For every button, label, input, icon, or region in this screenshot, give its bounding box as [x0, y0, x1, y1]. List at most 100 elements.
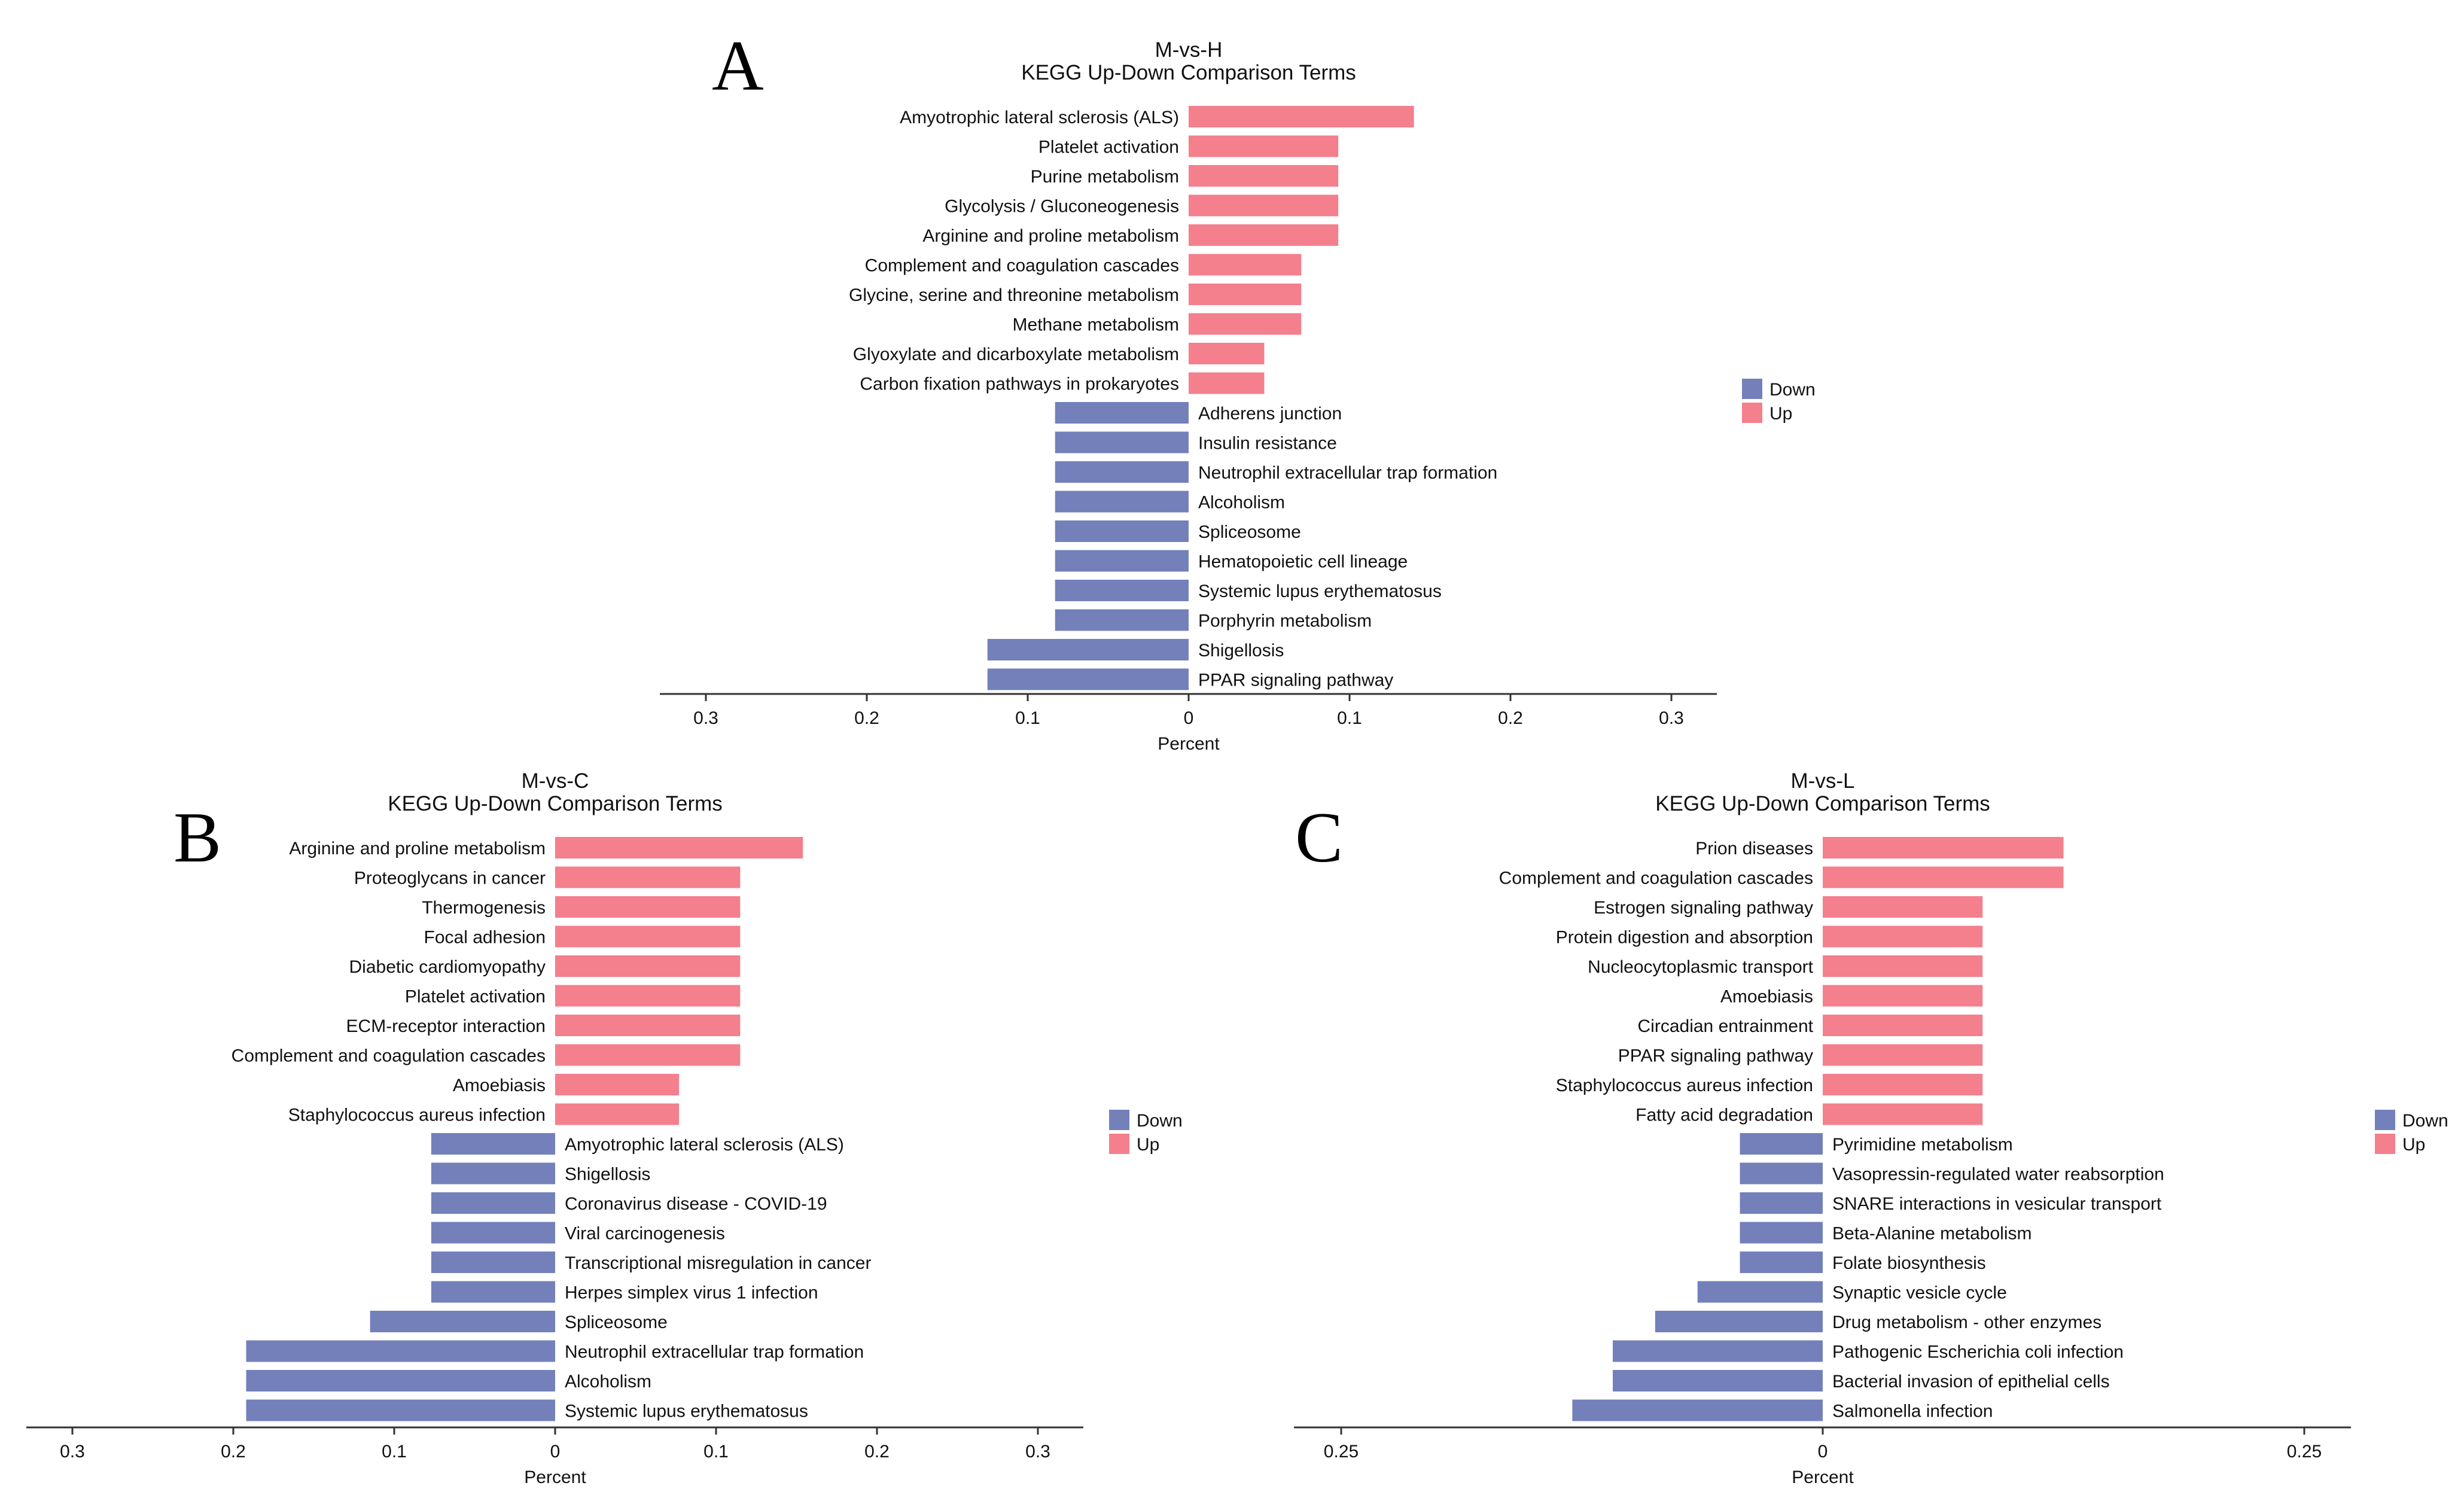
chart-subtitle: KEGG Up-Down Comparison Terms: [1655, 792, 1990, 815]
up-bar: [555, 1015, 741, 1036]
panel-letter: A: [712, 26, 764, 105]
category-label: Glycine, serine and threonine metabolism: [849, 285, 1179, 305]
category-label: Platelet activation: [405, 987, 546, 1007]
category-label: Porphyrin metabolism: [1198, 611, 1372, 631]
up-bar: [1189, 165, 1339, 187]
up-bar: [1823, 1015, 1983, 1036]
down-bar: [1613, 1340, 1823, 1362]
legend-label-down: Down: [2402, 1111, 2448, 1131]
category-label: Focal adhesion: [424, 928, 546, 948]
category-label: Synaptic vesicle cycle: [1832, 1283, 2007, 1303]
category-label: Insulin resistance: [1198, 434, 1337, 453]
x-tick-label: 0.25: [1324, 1442, 1359, 1461]
x-tick-label: 0.1: [1015, 708, 1040, 728]
x-tick-label: 0.1: [703, 1442, 729, 1461]
category-label: Spliceosome: [565, 1313, 668, 1332]
up-bar: [555, 837, 803, 858]
panel-letter: C: [1295, 797, 1343, 877]
category-label: Circadian entrainment: [1638, 1016, 1814, 1036]
x-tick-label: 0.2: [221, 1442, 246, 1461]
down-bar: [1613, 1370, 1823, 1392]
up-bar: [1189, 372, 1265, 394]
category-label: Amoebiasis: [453, 1076, 546, 1095]
up-bar: [1189, 284, 1302, 305]
down-bar: [431, 1281, 555, 1303]
category-label: Neutrophil extracellular trap formation: [565, 1342, 864, 1362]
up-bar: [1189, 224, 1339, 246]
category-label: Shigellosis: [1198, 641, 1284, 660]
legend-swatch-up: [1742, 403, 1762, 423]
down-bar: [246, 1340, 555, 1362]
category-label: Platelet activation: [1038, 138, 1179, 157]
category-label: PPAR signaling pathway: [1198, 671, 1393, 690]
down-bar: [1740, 1192, 1823, 1214]
up-bar: [1189, 106, 1414, 127]
x-axis-label: Percent: [1792, 1467, 1854, 1487]
down-bar: [431, 1133, 555, 1155]
category-label: Complement and coagulation cascades: [1499, 869, 1813, 888]
up-bar: [1823, 896, 1983, 918]
up-bar: [1189, 313, 1302, 335]
legend-swatch-down: [2375, 1110, 2395, 1130]
up-bar: [1823, 955, 1983, 977]
up-bar: [1189, 194, 1339, 217]
category-label: Protein digestion and absorption: [1556, 928, 1813, 948]
category-label: Methane metabolism: [1013, 315, 1179, 335]
down-bar: [1055, 520, 1189, 542]
x-axis-label: Percent: [1158, 734, 1220, 754]
up-bar: [1823, 1044, 1983, 1066]
down-bar: [431, 1162, 555, 1185]
up-bar: [555, 896, 741, 918]
category-label: Transcriptional misregulation in cancer: [565, 1253, 871, 1273]
category-label: Shigellosis: [565, 1165, 650, 1185]
up-bar: [1823, 985, 1983, 1007]
up-bar: [555, 955, 741, 977]
category-label: Alcoholism: [565, 1372, 651, 1392]
up-bar: [1823, 866, 2064, 888]
down-bar: [1055, 491, 1189, 513]
down-bar: [1740, 1162, 1823, 1185]
category-label: Diabetic cardiomyopathy: [349, 957, 546, 977]
up-bar: [1823, 1074, 1983, 1095]
x-tick-label: 0.3: [60, 1442, 85, 1461]
category-label: Arginine and proline metabolism: [289, 839, 546, 858]
legend-label-up: Up: [1137, 1135, 1159, 1155]
category-label: Alcoholism: [1198, 493, 1285, 513]
category-label: Spliceosome: [1198, 522, 1301, 542]
category-label: Hematopoietic cell lineage: [1198, 552, 1408, 572]
category-label: Beta-Alanine metabolism: [1832, 1224, 2032, 1244]
down-bar: [1655, 1311, 1823, 1332]
legend-label-up: Up: [1769, 404, 1792, 424]
x-tick-label: 0.2: [864, 1442, 890, 1461]
x-tick-label: 0.3: [1025, 1442, 1050, 1461]
chart-title: M-vs-H: [1155, 38, 1223, 62]
category-label: Amyotrophic lateral sclerosis (ALS): [900, 108, 1179, 127]
category-label: Carbon fixation pathways in prokaryotes: [860, 374, 1179, 394]
x-axis-label: Percent: [524, 1467, 586, 1487]
category-label: PPAR signaling pathway: [1618, 1046, 1813, 1066]
category-label: Arginine and proline metabolism: [922, 226, 1179, 246]
category-label: Pyrimidine metabolism: [1832, 1135, 2013, 1155]
category-label: Coronavirus disease - COVID-19: [565, 1194, 827, 1214]
category-label: Pathogenic Escherichia coli infection: [1832, 1342, 2124, 1362]
category-label: Nucleocytoplasmic transport: [1588, 957, 1813, 977]
category-label: ECM-receptor interaction: [346, 1016, 546, 1036]
category-label: Thermogenesis: [422, 898, 546, 918]
legend-label-up: Up: [2402, 1135, 2425, 1155]
down-bar: [1055, 431, 1189, 453]
down-bar: [1055, 609, 1189, 631]
category-label: Amoebiasis: [1720, 987, 1813, 1007]
down-bar: [1697, 1281, 1823, 1303]
down-bar: [1055, 402, 1189, 424]
x-tick-label: 0.2: [1498, 708, 1523, 728]
x-tick-label: 0: [550, 1442, 561, 1461]
chart-title: M-vs-C: [522, 769, 589, 793]
up-bar: [555, 925, 741, 948]
x-tick-label: 0.1: [1337, 708, 1362, 728]
down-bar: [987, 639, 1189, 660]
category-label: Prion diseases: [1695, 839, 1813, 858]
category-label: Staphylococcus aureus infection: [288, 1106, 546, 1125]
category-label: Systemic lupus erythematosus: [565, 1402, 808, 1421]
